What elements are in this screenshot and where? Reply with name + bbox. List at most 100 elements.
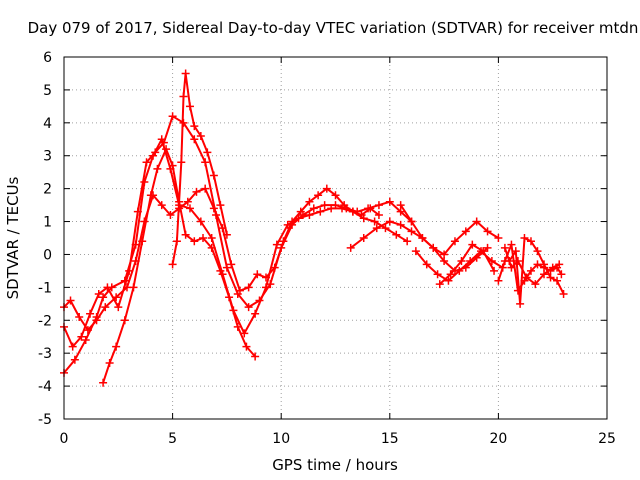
y-tick-label: 1	[43, 215, 52, 231]
data-point-marker	[168, 260, 177, 269]
data-point-marker	[101, 303, 110, 312]
data-point-marker	[196, 217, 205, 226]
data-point-marker	[185, 204, 194, 213]
series-track-i	[435, 240, 499, 289]
data-point-marker	[359, 234, 368, 242]
series-trace	[438, 243, 496, 286]
x-tick-label: 0	[60, 431, 69, 447]
series-trace	[63, 138, 409, 374]
data-point-marker	[70, 355, 79, 364]
data-point-marker	[548, 263, 557, 272]
data-point-marker	[446, 270, 455, 279]
data-point-marker	[392, 230, 401, 239]
data-point-marker	[546, 273, 555, 282]
data-point-marker	[133, 207, 142, 216]
data-point-marker	[366, 204, 375, 213]
data-point-marker	[201, 158, 210, 167]
data-point-marker	[233, 322, 242, 331]
data-point-marker	[103, 283, 112, 292]
data-point-marker	[396, 220, 405, 229]
data-point-marker	[288, 217, 297, 226]
chart-title: Day 079 of 2017, Sidereal Day-to-day VTE…	[28, 19, 639, 37]
y-tick-label: 4	[43, 116, 52, 132]
data-point-marker	[181, 69, 190, 78]
x-axis-label: GPS time / hours	[272, 456, 398, 474]
data-point-marker	[346, 243, 355, 252]
data-point-marker	[490, 266, 499, 275]
x-tick-label: 20	[489, 431, 507, 447]
data-point-marker	[435, 280, 444, 289]
data-point-marker	[207, 243, 216, 252]
data-point-marker	[201, 184, 210, 193]
data-point-marker	[196, 131, 205, 140]
data-point-marker	[129, 283, 138, 292]
data-point-marker	[357, 210, 366, 219]
data-point-marker	[168, 112, 177, 121]
data-point-marker	[461, 227, 470, 236]
data-point-marker	[166, 210, 175, 219]
data-point-marker	[403, 237, 412, 246]
data-point-marker	[105, 359, 114, 368]
series-track-b	[60, 112, 416, 351]
plot-frame	[63, 56, 608, 420]
data-point-marker	[81, 336, 90, 345]
x-tick-label: 25	[598, 431, 616, 447]
data-point-marker	[540, 260, 549, 269]
series-track-f	[346, 217, 492, 275]
data-point-marker	[520, 234, 529, 242]
data-point-marker	[68, 342, 77, 351]
data-point-marker	[331, 191, 340, 200]
data-point-marker	[244, 283, 253, 292]
series-track-e	[168, 69, 231, 269]
data-point-marker	[557, 270, 566, 279]
data-point-marker	[159, 138, 168, 147]
data-point-marker	[146, 191, 155, 200]
data-point-marker	[407, 227, 416, 236]
y-tick-label: -5	[38, 412, 52, 428]
data-point-marker	[305, 197, 314, 206]
data-series	[60, 69, 568, 387]
series-trace	[102, 148, 257, 384]
data-point-marker	[533, 247, 542, 256]
y-tick-label: 5	[43, 83, 52, 99]
data-point-marker	[185, 102, 194, 111]
data-point-marker	[385, 197, 394, 206]
data-point-marker	[266, 280, 275, 289]
x-tick-label: 10	[272, 431, 290, 447]
series-track-d	[99, 145, 260, 387]
data-point-marker	[513, 257, 522, 266]
data-point-marker	[483, 227, 492, 236]
y-tick-label: -3	[38, 346, 52, 362]
series-track-g	[396, 201, 503, 259]
data-point-marker	[494, 234, 503, 242]
data-point-marker	[422, 260, 431, 269]
data-point-marker	[222, 263, 231, 272]
data-point-marker	[500, 243, 509, 252]
data-point-marker	[370, 217, 379, 226]
data-point-marker	[112, 293, 121, 302]
x-tick-label: 15	[381, 431, 399, 447]
data-point-marker	[559, 289, 568, 298]
data-point-marker	[483, 243, 492, 252]
series-track-a	[60, 135, 412, 377]
data-point-marker	[444, 276, 453, 285]
data-point-marker	[440, 250, 449, 259]
x-tick-label: 5	[168, 431, 177, 447]
data-point-marker	[309, 204, 318, 213]
data-point-marker	[455, 266, 464, 275]
data-point-marker	[253, 270, 262, 279]
data-point-marker	[99, 378, 108, 387]
data-point-marker	[279, 237, 288, 246]
data-point-marker	[181, 230, 190, 239]
data-point-marker	[222, 230, 231, 239]
data-point-marker	[138, 237, 147, 246]
data-point-marker	[153, 164, 162, 173]
data-point-marker	[77, 332, 86, 341]
data-point-marker	[429, 243, 438, 252]
data-point-marker	[190, 122, 199, 131]
data-point-marker	[411, 247, 420, 256]
data-point-marker	[320, 201, 329, 210]
series-trace	[503, 246, 561, 286]
data-point-marker	[207, 234, 216, 242]
data-point-marker	[227, 260, 236, 269]
